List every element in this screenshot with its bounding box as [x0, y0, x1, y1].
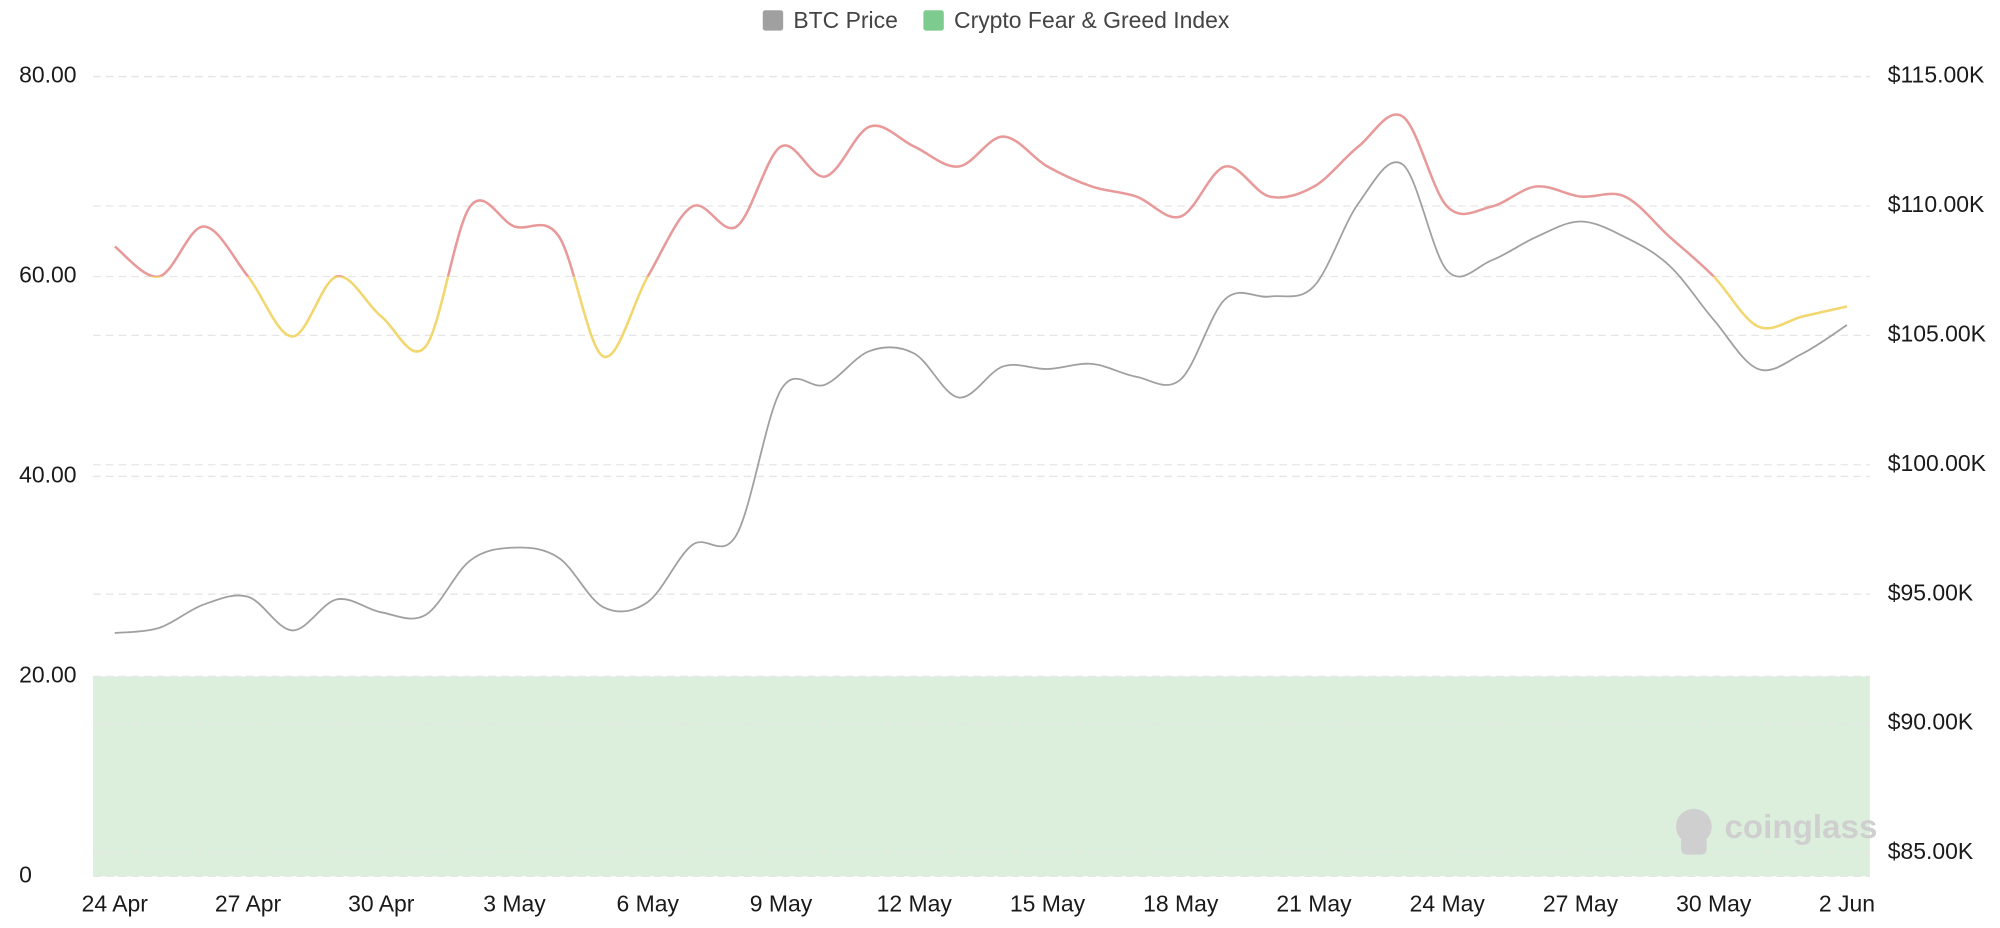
x-tick-label: 3 May [483, 891, 546, 917]
y-tick-label: 40.00 [19, 461, 76, 487]
y2-tick-label: $100.00K [1888, 450, 1987, 476]
x-tick-label: 2 Jun [1819, 891, 1875, 917]
x-tick-label: 24 Apr [82, 891, 149, 917]
y2-tick-label: $110.00K [1888, 191, 1985, 217]
y2-tick-label: $95.00K [1888, 579, 1974, 605]
legend-label: Crypto Fear & Greed Index [954, 7, 1230, 33]
series-line [114, 161, 1848, 634]
legend-swatch [923, 10, 944, 31]
watermark: coinglass [1676, 808, 1877, 855]
y2-tick-label: $85.00K [1888, 838, 1974, 864]
y2-tick-label: $90.00K [1888, 709, 1974, 735]
x-tick-label: 30 May [1676, 891, 1752, 917]
x-tick-label: 27 Apr [215, 891, 282, 917]
x-tick-label: 9 May [750, 891, 813, 917]
x-tick-label: 18 May [1143, 891, 1219, 917]
legend-label: BTC Price [793, 7, 898, 33]
watermark-text: coinglass [1724, 809, 1877, 846]
x-tick-label: 6 May [617, 891, 680, 917]
x-tick-label: 27 May [1543, 891, 1619, 917]
y-tick-label: 0 [19, 861, 32, 887]
x-tick-label: 12 May [877, 891, 953, 917]
shaded-band [93, 676, 1870, 877]
y-tick-label: 20.00 [19, 661, 76, 687]
y2-tick-label: $115.00K [1888, 62, 1985, 88]
x-tick-label: 30 Apr [348, 891, 415, 917]
x-tick-label: 21 May [1276, 891, 1352, 917]
y-tick-label: 60.00 [19, 262, 76, 288]
series-line [114, 113, 1848, 358]
y2-tick-label: $105.00K [1888, 320, 1987, 346]
y-tick-label: 80.00 [19, 62, 76, 88]
legend-swatch [762, 10, 784, 31]
x-tick-label: 15 May [1010, 891, 1086, 917]
x-tick-label: 24 May [1410, 891, 1486, 917]
